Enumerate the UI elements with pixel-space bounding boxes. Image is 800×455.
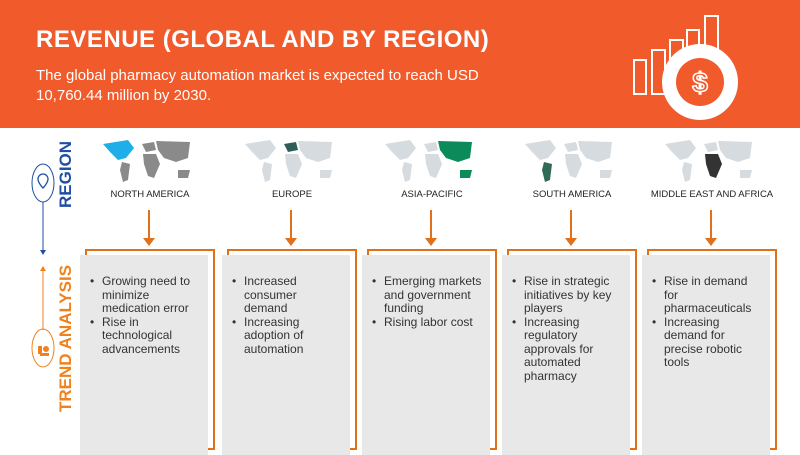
trend-item: Rise in technological advancements [90, 315, 200, 357]
trend-box: Rise in strategic initiatives by key pla… [502, 255, 630, 455]
region-name: EUROPE [271, 189, 313, 200]
arrow-down-icon [40, 250, 46, 255]
svg-text:$: $ [692, 67, 708, 98]
trend-item: Rise in demand for pharmaceuticals [652, 274, 762, 316]
trend-analysis-icon [38, 346, 49, 356]
world-map-icon [245, 140, 332, 182]
trend-item: Increased consumer demand [232, 274, 342, 316]
side-legend: REGION TREND ANALYSIS [30, 141, 85, 450]
region-name: MIDDLE EAST AND AFRICA [650, 189, 774, 200]
trend-item: Rising labor cost [372, 315, 482, 330]
arrow-up-icon [40, 266, 46, 271]
trend-item: Rise in strategic initiatives by key pla… [512, 274, 622, 316]
arrow-down-icon [143, 210, 155, 246]
trend-box: Growing need to minimize medication erro… [80, 255, 208, 455]
arrow-down-icon [565, 210, 577, 246]
arrow-down-icon [425, 210, 437, 246]
trend-box: Emerging markets and government fundingR… [362, 255, 490, 455]
arrow-down-icon [705, 210, 717, 246]
side-connector [31, 163, 55, 368]
revenue-chart-dollar-icon: $ [633, 15, 738, 120]
world-map-icon [103, 140, 190, 182]
region-name: ASIA-PACIFIC [401, 189, 463, 200]
header-banner: REVENUE (GLOBAL AND BY REGION) The globa… [0, 0, 800, 128]
trend-item: Emerging markets and government funding [372, 274, 482, 316]
location-pin-icon [37, 173, 49, 189]
region-name: NORTH AMERICA [110, 189, 190, 200]
world-map-icon [665, 140, 752, 182]
trend-item: Increasing regulatory approvals for auto… [512, 315, 622, 384]
page-subtitle: The global pharmacy automation market is… [36, 67, 479, 104]
trend-analysis-label: TREND ANALYSIS [56, 264, 75, 412]
arrow-down-icon [285, 210, 297, 246]
trend-box: Increased consumer demandIncreasing adop… [222, 255, 350, 455]
trend-item: Increasing demand for precise robotic to… [652, 315, 762, 370]
trend-item: Increasing adoption of automation [232, 315, 342, 357]
page-title: REVENUE (GLOBAL AND BY REGION) [36, 26, 490, 53]
region-name: SOUTH AMERICA [532, 189, 612, 200]
trend-item: Growing need to minimize medication erro… [90, 274, 200, 316]
world-map-icon [525, 140, 612, 182]
trend-box: Rise in demand for pharmaceuticalsIncrea… [642, 255, 770, 455]
world-map-icon [385, 140, 472, 182]
